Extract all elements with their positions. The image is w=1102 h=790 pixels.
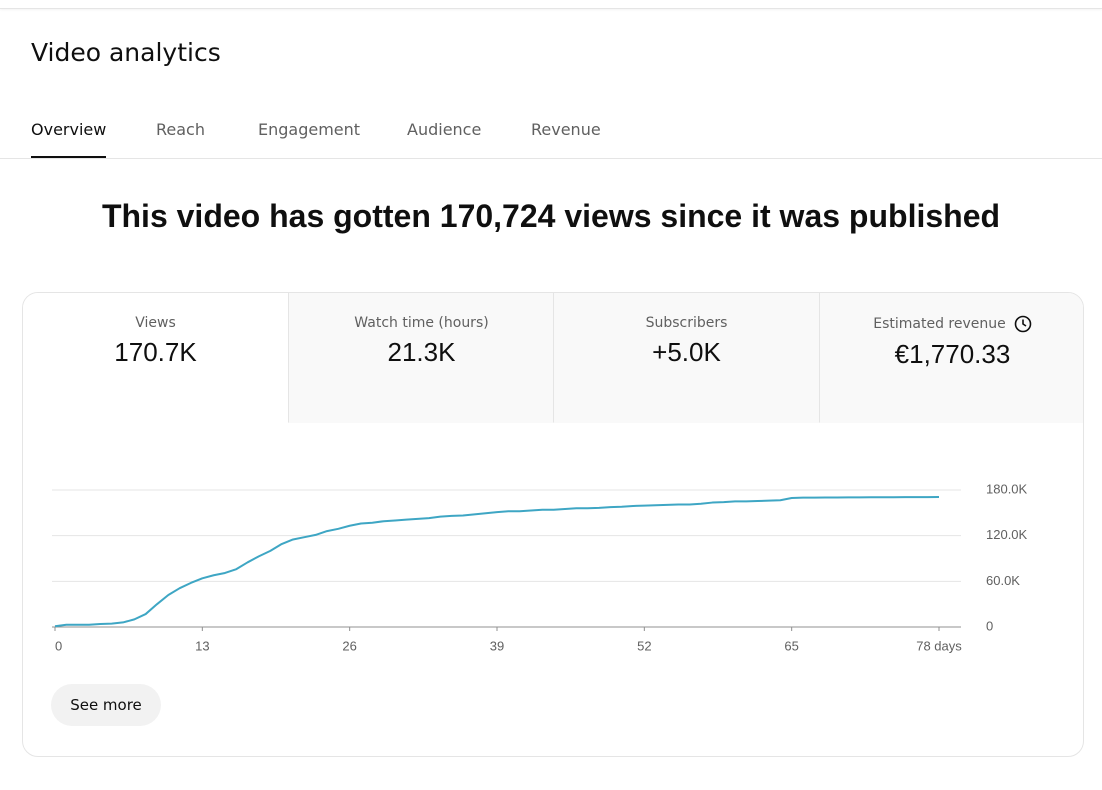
tab[interactable]: Overview: [31, 120, 107, 158]
metric-label-text: Watch time (hours): [354, 315, 489, 331]
x-tick-label: 0: [55, 638, 62, 653]
tab[interactable]: Audience: [407, 120, 482, 139]
x-tick-label: 52: [637, 638, 651, 653]
top-bar: [0, 0, 1102, 9]
metric-value: €1,770.33: [894, 339, 1011, 369]
see-more-button[interactable]: See more: [51, 684, 161, 726]
metric-label-text: Estimated revenue: [873, 316, 1006, 332]
y-tick-label: 120.0K: [986, 527, 1028, 542]
y-tick-label: 0: [986, 618, 993, 633]
y-tick-label: 60.0K: [986, 573, 1020, 588]
metric-tile[interactable]: Watch time (hours) 21.3K: [288, 293, 554, 423]
tab[interactable]: Reach: [156, 120, 205, 139]
y-tick-label: 180.0K: [986, 481, 1028, 496]
views-line: [54, 496, 940, 628]
x-tick-label: 39: [490, 638, 504, 653]
metric-label-text: Subscribers: [645, 315, 728, 331]
metric-label: Estimated revenue: [820, 315, 1083, 333]
metric-value: 21.3K: [387, 337, 456, 367]
x-tick-label: 26: [342, 638, 356, 653]
x-tick-label: 78 days: [916, 638, 962, 653]
views-chart: 0 60.0K 120.0K 180.0K 0 13 26 39 52 65 78 days: [52, 481, 1028, 653]
metric-tile[interactable]: Views 170.7K: [23, 293, 288, 423]
metric-tile[interactable]: Subscribers +5.0K: [553, 293, 819, 423]
metric-value: +5.0K: [652, 337, 721, 367]
metric-label: Views: [23, 315, 288, 331]
metric-label: Subscribers: [554, 315, 819, 331]
metric-tile[interactable]: Estimated revenue €1,770.33: [819, 293, 1083, 423]
x-tick-label: 13: [195, 638, 209, 653]
metric-label-text: Views: [135, 315, 176, 331]
x-tick-label: 65: [784, 638, 798, 653]
tab-bar: Overview Reach Engagement Audience Reven…: [0, 100, 1102, 159]
tab[interactable]: Revenue: [531, 120, 601, 139]
clock-icon: [1014, 315, 1032, 333]
analytics-card: Views 170.7K Watch time (hours) 21.3K Su…: [22, 292, 1084, 757]
headline: This video has gotten 170,724 views sinc…: [101, 198, 1001, 234]
page-title: Video analytics: [31, 38, 221, 67]
metric-label: Watch time (hours): [289, 315, 554, 331]
metric-value: 170.7K: [114, 337, 197, 367]
tab[interactable]: Engagement: [258, 120, 361, 139]
